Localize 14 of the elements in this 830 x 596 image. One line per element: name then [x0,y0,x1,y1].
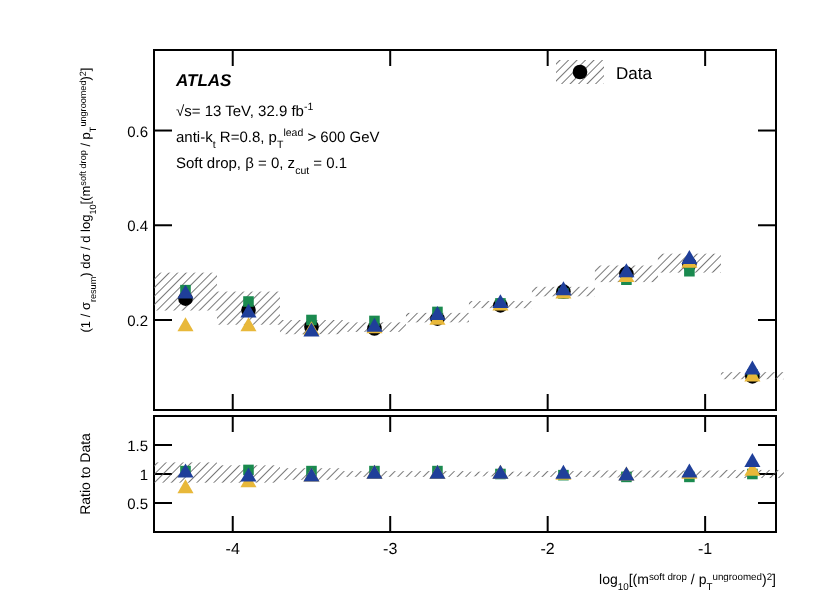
point [744,360,761,375]
point [306,314,317,326]
point [240,317,257,332]
bar [154,272,217,311]
point [243,296,254,307]
x-tick-label: -4 [225,540,241,558]
x-tick-label: -3 [383,540,399,558]
annotation: ATLAS [174,70,233,90]
point [177,479,194,494]
x-tick-label: -1 [698,540,714,558]
point [744,453,761,468]
point [177,317,194,332]
x-tick-label: -2 [540,540,556,558]
legend-label: Data [616,63,653,83]
